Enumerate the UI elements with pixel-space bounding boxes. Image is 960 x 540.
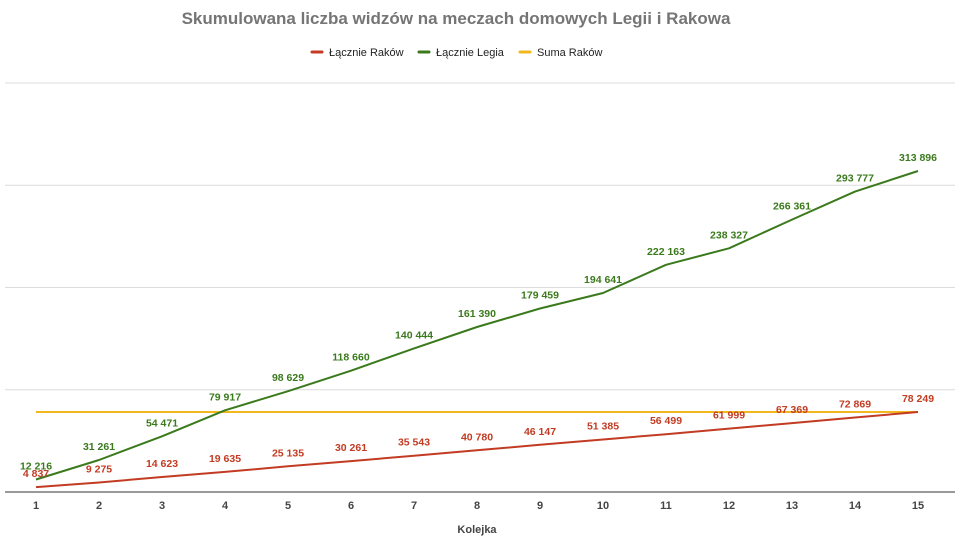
- data-label: 4 837: [23, 468, 49, 480]
- legend-label: Suma Raków: [537, 47, 602, 59]
- data-label: 46 147: [524, 426, 556, 438]
- data-label: 266 361: [773, 201, 811, 213]
- x-tick-label: 1: [33, 500, 39, 512]
- legend-label: Łącznie Raków: [329, 47, 404, 59]
- data-label: 98 629: [272, 372, 304, 384]
- data-label: 79 917: [209, 391, 241, 403]
- x-axis-title: Kolejka: [457, 524, 497, 536]
- legend-item: Łącznie Raków: [310, 47, 404, 59]
- x-tick-label: 9: [537, 500, 543, 512]
- x-tick-label: 13: [786, 500, 798, 512]
- x-tick-label: 3: [159, 500, 165, 512]
- data-label: 238 327: [710, 229, 748, 241]
- x-tick-label: 15: [912, 500, 924, 512]
- chart-legend: Łącznie Raków Łącznie Legia Suma Raków: [310, 47, 602, 59]
- data-label: 51 385: [587, 420, 619, 432]
- data-label: 78 249: [902, 393, 934, 405]
- data-label: 9 275: [86, 464, 112, 476]
- data-labels: 4 837 9 275 14 623 19 635 25 135 30 261 35 543…: [20, 152, 937, 480]
- data-label: 194 641: [584, 274, 622, 286]
- series-line: [35, 411, 919, 489]
- x-tick-label: 4: [222, 500, 229, 512]
- series-lines: [35, 170, 919, 489]
- data-label: 222 163: [647, 246, 685, 258]
- x-tick-label: 5: [285, 500, 291, 512]
- legend-item: Suma Raków: [518, 47, 602, 59]
- x-tick-label: 10: [597, 500, 609, 512]
- data-label: 19 635: [209, 453, 241, 465]
- data-label: 30 261: [335, 442, 367, 454]
- x-tick-label: 8: [474, 500, 480, 512]
- data-label: 313 896: [899, 152, 937, 164]
- legend-item: Łącznie Legia: [417, 47, 505, 59]
- data-label: 179 459: [521, 290, 559, 302]
- data-label: 14 623: [146, 458, 178, 470]
- data-label: 31 261: [83, 441, 115, 453]
- data-label: 40 780: [461, 431, 493, 443]
- data-label: 72 869: [839, 398, 871, 410]
- x-tick-label: 14: [849, 500, 862, 512]
- x-tick-label: 2: [96, 500, 102, 512]
- x-tick-label: 6: [348, 500, 354, 512]
- data-label: 140 444: [395, 329, 433, 341]
- x-axis-ticks: 1 2 3 4 5 6 7 8 9 10 11 12 13 14 15: [33, 500, 924, 512]
- data-label: 293 777: [836, 173, 874, 185]
- data-label: 67 369: [776, 404, 808, 416]
- data-label: 161 390: [458, 308, 496, 320]
- legend-label: Łącznie Legia: [436, 47, 505, 59]
- x-tick-label: 12: [723, 500, 735, 512]
- data-label: 61 999: [713, 410, 745, 422]
- data-label: 56 499: [650, 415, 682, 427]
- series-line: [35, 170, 919, 481]
- chart-title: Skumulowana liczba widzów na meczach dom…: [182, 9, 731, 28]
- data-label: 12 216: [20, 461, 52, 473]
- chart-grid: [5, 82, 955, 493]
- x-tick-label: 7: [411, 500, 417, 512]
- data-label: 54 471: [146, 417, 178, 429]
- x-tick-label: 11: [660, 500, 672, 512]
- data-label: 25 135: [272, 447, 304, 459]
- data-label: 35 543: [398, 437, 430, 449]
- data-label: 118 660: [332, 352, 370, 364]
